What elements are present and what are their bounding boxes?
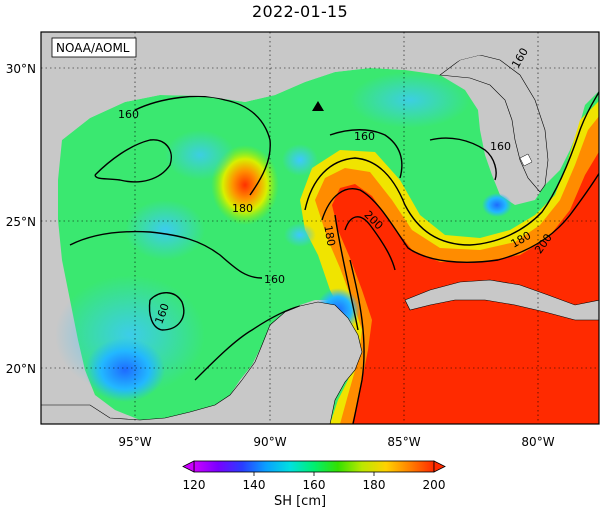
yucatan-land (41, 301, 363, 424)
lon-label: 80°W (521, 435, 554, 449)
contour-label: 180 (321, 224, 337, 247)
lon-label: 90°W (253, 435, 286, 449)
contour-label: 180 (232, 202, 253, 215)
colorbar-title: SH [cm] (273, 494, 327, 509)
cyan-spot-center (284, 223, 316, 247)
map-title: 2022-01-15 (252, 2, 348, 21)
colorbar-high-arrow (433, 460, 446, 473)
cyan-region-northeast (350, 72, 470, 128)
triangle-marker-icon (312, 101, 324, 111)
cyan-region-north (165, 130, 235, 180)
cold-eddy-southwest (85, 338, 165, 402)
cyan-spot (282, 144, 318, 176)
contour-label: 160 (354, 130, 375, 143)
lon-label: 85°W (387, 435, 420, 449)
lat-label: 30°N (6, 62, 36, 76)
contour-lines (69, 44, 599, 424)
contour-label: 160 (264, 273, 285, 286)
source-label-box (51, 37, 137, 58)
cyan-region-central-west (125, 200, 205, 260)
source-label: NOAA/AOML (56, 41, 130, 55)
lat-label: 20°N (6, 362, 36, 376)
lat-label: 25°N (6, 215, 36, 229)
colorbar: 120 140 160 180 200 (182, 460, 446, 492)
map-frame (40, 31, 600, 425)
colorbar-tick-label: 120 (183, 478, 206, 492)
lon-label: 95°W (118, 435, 151, 449)
graticule (41, 32, 599, 424)
colorbar-tick-label: 140 (243, 478, 266, 492)
contour-label: 160 (490, 140, 511, 153)
bahamas-land (519, 153, 533, 167)
axis-labels: 95°W 90°W 85°W 80°W 30°N 25°N 20°N (6, 62, 555, 449)
colorbar-gradient (193, 460, 435, 473)
cuba-land (404, 279, 599, 321)
colorbar-tick-label: 200 (423, 478, 446, 492)
contour-label: 160 (118, 108, 139, 121)
colorbar-low-arrow (182, 460, 195, 473)
cold-eddy-florida (482, 193, 512, 217)
us-gulf-coast-land (41, 32, 599, 150)
colorbar-tick-label: 180 (363, 478, 386, 492)
colorbar-tick-label: 160 (303, 478, 326, 492)
